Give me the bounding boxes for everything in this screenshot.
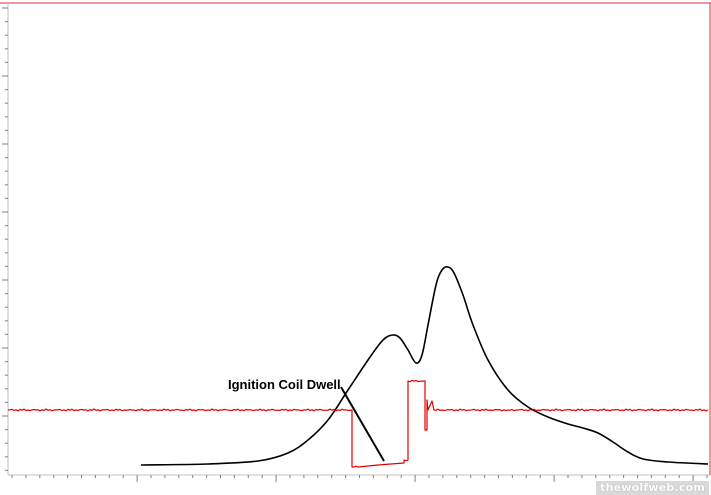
watermark: thewolfweb.com [596,481,709,495]
series-layer [7,266,709,468]
chart-frame [0,2,711,476]
x-axis-ticks [11,475,708,482]
annotation-layer: Ignition Coil Dwell [228,377,385,462]
series-line-black [140,266,709,466]
annotation-leader-line [340,386,385,462]
y-axis-ticks [2,7,8,471]
series-line-red [7,379,709,468]
annotation-label: Ignition Coil Dwell [228,377,341,392]
